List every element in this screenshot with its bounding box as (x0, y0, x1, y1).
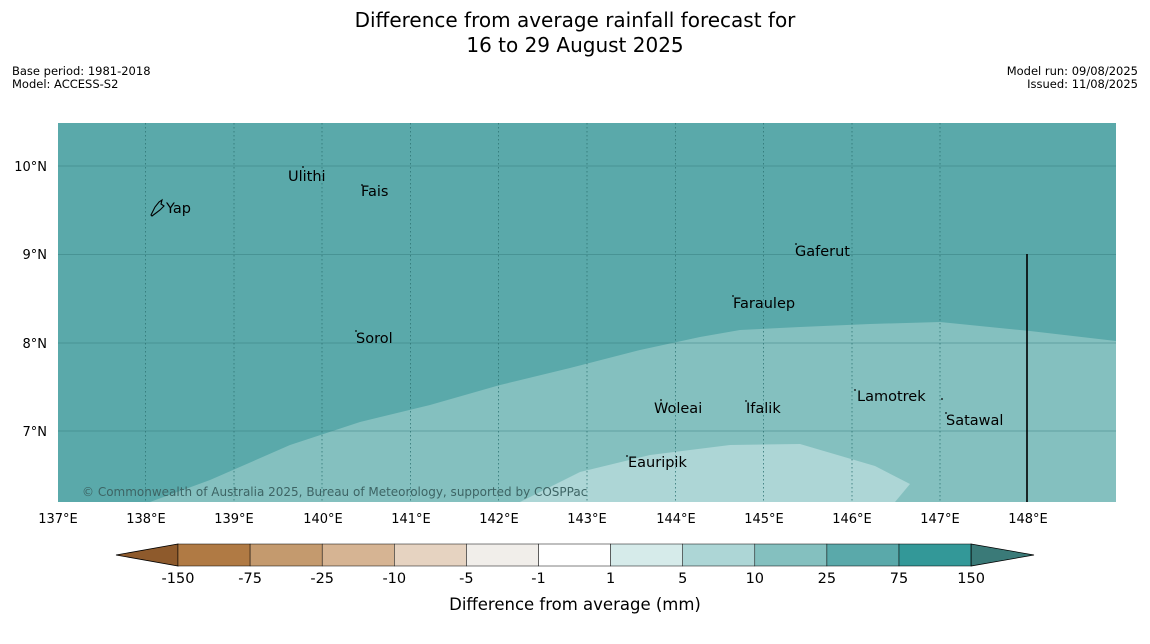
legend-tick: -10 (382, 571, 406, 587)
lon-label: 141°E (391, 512, 431, 527)
colorbar: -150 -75 -25 -10 -5 -1 1 5 10 25 75 150 … (115, 543, 1035, 614)
lat-label: 8°N (23, 337, 48, 352)
model-name: Model: ACCESS-S2 (12, 77, 119, 91)
legend-tick: -5 (459, 571, 473, 587)
legend-swatch (538, 543, 611, 567)
legend-swatch (754, 543, 828, 567)
place-label: Gaferut (795, 244, 850, 260)
legend-label: Difference from average (mm) (449, 595, 701, 614)
place-labels: Yap Ulithi Fais Gaferut Faraulep Sorol L… (165, 169, 1003, 471)
place-label: Faraulep (733, 296, 795, 312)
lat-label: 10°N (14, 160, 47, 175)
legend-swatch (249, 543, 323, 567)
place-label: Woleai (654, 401, 702, 417)
legend-swatch (682, 543, 756, 567)
legend-tick: -75 (238, 571, 262, 587)
legend-tick: 10 (746, 571, 764, 587)
lon-label: 142°E (479, 512, 519, 527)
place-label: Yap (165, 201, 191, 217)
lon-labels: 137°E 138°E 139°E 140°E 141°E 142°E 143°… (38, 512, 1048, 527)
lon-label: 146°E (832, 512, 872, 527)
gridlines (58, 123, 1116, 502)
legend-arrow-high (970, 543, 1035, 567)
lat-label: 9°N (23, 248, 48, 263)
lon-label: 140°E (303, 512, 343, 527)
legend-swatch (610, 543, 683, 567)
legend-swatch (466, 543, 539, 567)
map-title: Difference from average rainfall forecas… (0, 8, 1150, 58)
legend-tick: -25 (310, 571, 334, 587)
lon-label: 138°E (126, 512, 166, 527)
lon-label: 145°E (744, 512, 784, 527)
yap-island-shape (150, 198, 165, 217)
map-title-line1: Difference from average rainfall forecas… (354, 8, 796, 32)
copyright-notice: © Commonwealth of Australia 2025, Bureau… (82, 485, 587, 499)
legend-tick: 5 (678, 571, 687, 587)
place-label: Ifalik (746, 401, 781, 417)
legend-tick: -150 (162, 571, 195, 587)
place-label: Eauripik (628, 455, 687, 471)
model-run: Model run: 09/08/2025 (1006, 64, 1138, 78)
legend-swatch (826, 543, 900, 567)
place-label: Fais (361, 184, 388, 200)
legend-tick: 1 (606, 571, 615, 587)
meta-left: Base period: 1981-2018 Model: ACCESS-S2 (12, 65, 151, 91)
legend-tick: 150 (957, 571, 985, 587)
legend-swatch (177, 543, 251, 567)
lat-label: 7°N (23, 425, 48, 440)
meta-right: Model run: 09/08/2025 Issued: 11/08/2025 (1007, 65, 1138, 91)
place-label: Satawal (946, 413, 1003, 429)
lon-label: 137°E (38, 512, 78, 527)
legend-swatch (394, 543, 467, 567)
lon-label: 147°E (920, 512, 960, 527)
contour-10-25 (150, 322, 1116, 502)
legend-tick: 25 (818, 571, 836, 587)
place-label: Sorol (356, 331, 393, 347)
legend-tick: 75 (890, 571, 908, 587)
lon-label: 144°E (656, 512, 696, 527)
lon-label: 139°E (214, 512, 254, 527)
legend-tick: -1 (531, 571, 545, 587)
contour-5-10 (520, 444, 910, 502)
base-period: Base period: 1981-2018 (12, 64, 151, 78)
lat-labels: 10°N 9°N 8°N 7°N (14, 160, 47, 440)
issued-date: Issued: 11/08/2025 (1027, 77, 1138, 91)
lon-label: 143°E (567, 512, 607, 527)
legend-arrow-low (115, 543, 179, 567)
legend-swatch (898, 543, 972, 567)
map-title-line2: 16 to 29 August 2025 (466, 33, 684, 57)
lon-label: 148°E (1008, 512, 1048, 527)
island-dots (302, 166, 947, 457)
place-label: Lamotrek (857, 389, 926, 405)
legend-swatch (321, 543, 395, 567)
place-label: Ulithi (288, 169, 326, 185)
